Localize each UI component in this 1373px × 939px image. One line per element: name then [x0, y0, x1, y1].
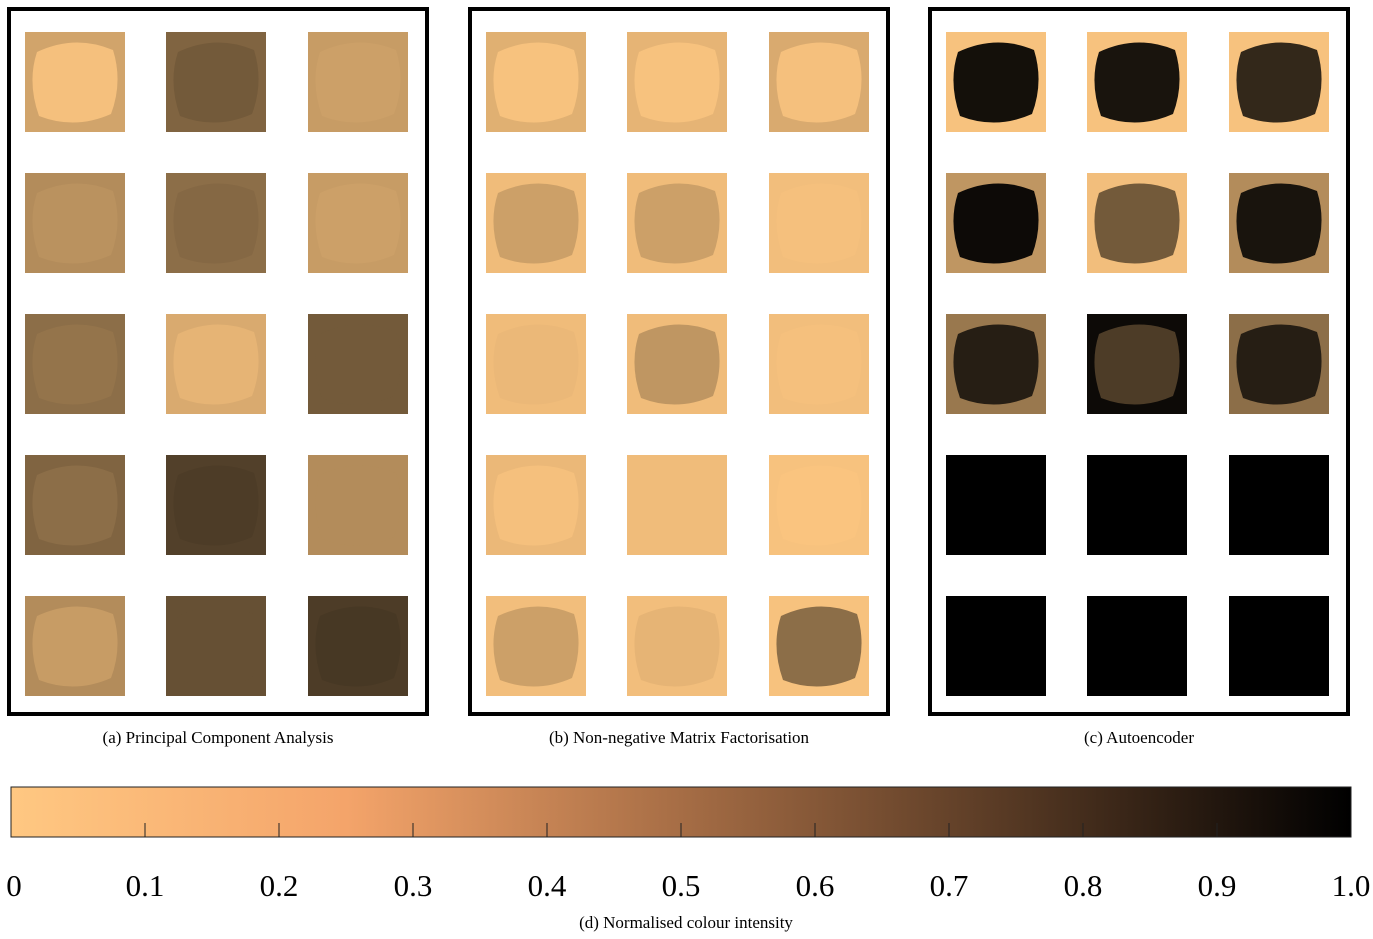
brain-shape: [1094, 42, 1179, 122]
colorbar-tick-label: 0.7: [930, 868, 969, 903]
colorbar-tick-label: 0.2: [260, 868, 299, 903]
brain-shape: [493, 465, 578, 545]
brain-shape: [493, 324, 578, 404]
brain-shape: [1094, 183, 1179, 263]
panel-caption: (a) Principal Component Analysis: [103, 728, 334, 747]
colorbar-tick-label: 0.1: [126, 868, 165, 903]
brain-shape: [634, 324, 719, 404]
brain-shape: [493, 606, 578, 686]
colorbar-tick-label: 0: [6, 868, 22, 903]
colorbar-tick-label: 0.6: [796, 868, 835, 903]
colorbar-tick-label: 0.9: [1198, 868, 1237, 903]
brain-shape: [634, 606, 719, 686]
brain-shape: [1094, 465, 1179, 545]
brain-shape: [173, 324, 258, 404]
panel-caption: (b) Non-negative Matrix Factorisation: [549, 728, 810, 747]
brain-shape: [1094, 606, 1179, 686]
figure: (d) Normalised colour intensity (a) Prin…: [0, 0, 1373, 939]
colorbar-tick-label: 0.4: [528, 868, 567, 903]
brain-shape: [953, 183, 1038, 263]
brain-shape: [315, 183, 400, 263]
brain-shape: [1236, 324, 1321, 404]
brain-shape: [315, 465, 400, 545]
colorbar-tick-label: 0.5: [662, 868, 701, 903]
brain-shape: [953, 465, 1038, 545]
brain-shape: [1236, 465, 1321, 545]
colorbar-tick-label: 1.0: [1332, 868, 1371, 903]
brain-shape: [493, 183, 578, 263]
brain-shape: [32, 606, 117, 686]
brain-shape: [315, 606, 400, 686]
brain-shape: [634, 42, 719, 122]
brain-shape: [953, 42, 1038, 122]
brain-shape: [32, 42, 117, 122]
brain-shape: [1236, 183, 1321, 263]
brain-shape: [776, 465, 861, 545]
brain-shape: [634, 465, 719, 545]
colorbar-tick-label: 0.3: [394, 868, 433, 903]
brain-shape: [953, 606, 1038, 686]
brain-shape: [32, 465, 117, 545]
brain-shape: [173, 183, 258, 263]
brain-shape: [1236, 42, 1321, 122]
brain-shape: [493, 42, 578, 122]
colorbar-tick-label: 0.8: [1064, 868, 1103, 903]
brain-shape: [776, 42, 861, 122]
brain-shape: [32, 183, 117, 263]
brain-shape: [776, 606, 861, 686]
brain-shape: [173, 465, 258, 545]
brain-shape: [315, 42, 400, 122]
brain-shape: [173, 42, 258, 122]
brain-shape: [1236, 606, 1321, 686]
brain-shape: [32, 324, 117, 404]
brain-shape: [1094, 324, 1179, 404]
brain-shape: [315, 324, 400, 404]
brain-shape: [634, 183, 719, 263]
brain-shape: [776, 183, 861, 263]
brain-shape: [953, 324, 1038, 404]
brain-shape: [173, 606, 258, 686]
panel-caption: (c) Autoencoder: [1084, 728, 1194, 747]
brain-shape: [776, 324, 861, 404]
colorbar-caption: (d) Normalised colour intensity: [579, 913, 793, 932]
